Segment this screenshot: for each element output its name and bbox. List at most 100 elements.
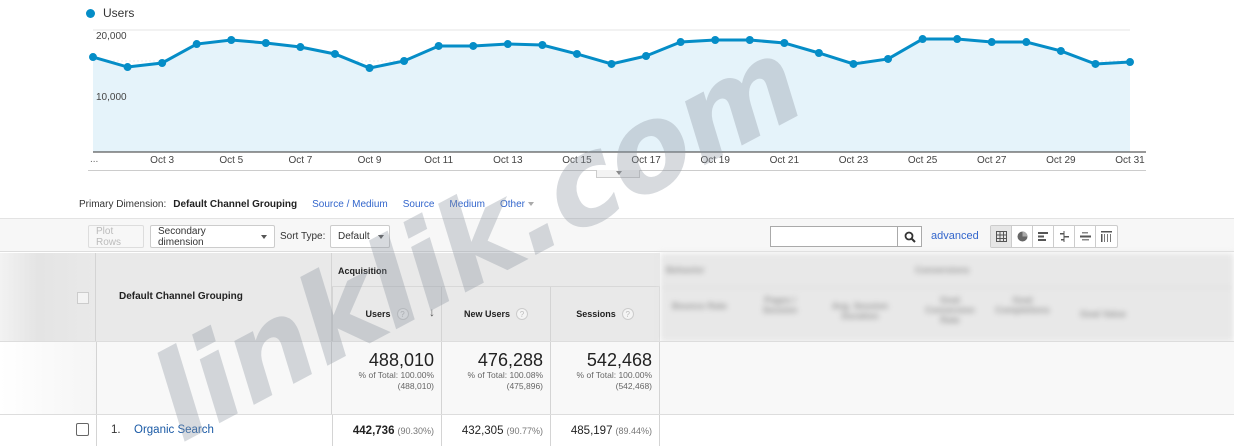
x-tick-label: Oct 7: [288, 155, 313, 166]
x-tick-label: Oct 25: [907, 155, 938, 166]
sort-type-dropdown[interactable]: Default: [330, 225, 390, 248]
data-point[interactable]: [676, 38, 685, 47]
dimension-other-dropdown[interactable]: Other: [500, 199, 535, 210]
group-header-conversions: Conversions: [915, 265, 970, 275]
performance-view-button[interactable]: [1033, 226, 1054, 247]
column-header-pages-session[interactable]: Pages / Session: [762, 295, 798, 315]
plot-rows-button[interactable]: Plot Rows: [88, 225, 144, 248]
dimension-medium[interactable]: Medium: [449, 199, 485, 210]
data-point[interactable]: [987, 38, 996, 47]
table-view-button[interactable]: [991, 226, 1012, 247]
column-header-goal-completions[interactable]: Goal Completions: [995, 295, 1050, 315]
data-point[interactable]: [918, 35, 927, 44]
x-tick-label: Oct 19: [700, 155, 730, 166]
data-point[interactable]: [780, 38, 789, 47]
total-sessions: 542,468 % of Total: 100.00% (542,468): [551, 342, 660, 415]
comparison-icon: [1059, 231, 1069, 242]
select-all-checkbox[interactable]: [77, 292, 89, 304]
table-search-input[interactable]: [770, 226, 898, 247]
data-point[interactable]: [296, 43, 305, 52]
total-absolute: (475,896): [506, 381, 543, 391]
row-sessions: 485,197 (89.44%): [551, 415, 660, 446]
pie-view-button[interactable]: [1012, 226, 1033, 247]
total-new-users: 476,288 % of Total: 100.08% (475,896): [442, 342, 551, 415]
data-point[interactable]: [538, 41, 547, 50]
row-users: 442,736 (90.30%): [332, 415, 442, 446]
data-point[interactable]: [814, 48, 823, 57]
data-point[interactable]: [434, 41, 443, 50]
row-checkbox[interactable]: [76, 423, 89, 436]
total-users: 488,010 % of Total: 100.00% (488,010): [332, 342, 442, 415]
data-point[interactable]: [572, 49, 581, 58]
column-header-avg-session-duration[interactable]: Avg. Session Duration: [831, 301, 889, 321]
data-point[interactable]: [849, 59, 858, 68]
dimension-source-medium[interactable]: Source / Medium: [312, 199, 388, 210]
data-point[interactable]: [1022, 38, 1031, 47]
column-header-new-users[interactable]: New Users ?: [442, 287, 551, 341]
cell-value: 485,197: [570, 425, 613, 437]
data-point[interactable]: [192, 40, 201, 49]
column-header-users[interactable]: Users ? ↓: [332, 287, 442, 341]
dimension-column-header[interactable]: Default Channel Grouping: [96, 253, 332, 341]
chart-collapse-handle[interactable]: [596, 170, 640, 178]
data-point[interactable]: [884, 54, 893, 63]
legend-label: Users: [103, 6, 135, 20]
x-tick-label: Oct 5: [219, 155, 244, 166]
data-point[interactable]: [227, 36, 236, 45]
grid-icon: [995, 231, 1007, 242]
data-point[interactable]: [503, 40, 512, 49]
data-point[interactable]: [330, 49, 339, 58]
secondary-dimension-dropdown[interactable]: Secondary dimension: [150, 225, 275, 248]
cell-value: 432,305: [461, 425, 504, 437]
comparison-view-button[interactable]: [1054, 226, 1075, 247]
data-point[interactable]: [123, 63, 132, 72]
data-point[interactable]: [365, 64, 374, 73]
data-point[interactable]: [711, 36, 720, 45]
x-tick-ellipsis: ...: [90, 154, 99, 165]
cell-percent: (90.30%): [397, 426, 434, 436]
users-line-chart[interactable]: [0, 0, 1234, 175]
sort-desc-arrow-icon: ↓: [429, 305, 435, 319]
column-header-sessions[interactable]: Sessions ?: [551, 287, 660, 341]
data-point[interactable]: [89, 53, 97, 62]
help-icon[interactable]: ?: [621, 308, 634, 320]
data-point[interactable]: [400, 56, 409, 65]
secondary-dimension-label: Secondary dimension: [158, 225, 206, 248]
term-cloud-view-button[interactable]: [1075, 226, 1096, 247]
pivot-view-button[interactable]: [1096, 226, 1117, 247]
data-point[interactable]: [607, 59, 616, 68]
y-tick-10000: 10,000: [96, 92, 127, 103]
data-point[interactable]: [158, 59, 167, 68]
select-all-column-header: [0, 253, 96, 341]
chevron-down-icon: [528, 202, 535, 207]
data-point[interactable]: [469, 41, 478, 50]
row-dimension-link[interactable]: Organic Search: [134, 424, 214, 436]
search-button[interactable]: [897, 226, 922, 247]
totals-dimension-cell: [96, 342, 332, 415]
help-icon[interactable]: ?: [396, 308, 409, 320]
data-point[interactable]: [1091, 59, 1100, 68]
data-point[interactable]: [1056, 46, 1065, 55]
data-point[interactable]: [953, 35, 962, 44]
data-point[interactable]: [745, 36, 754, 45]
data-point[interactable]: [642, 51, 651, 60]
dimension-source[interactable]: Source: [402, 199, 435, 210]
view-selector: [990, 225, 1118, 248]
column-header-goal-conversion-rate[interactable]: Goal Conversion Rate: [925, 295, 975, 325]
chevron-down-icon: [261, 234, 267, 239]
advanced-filter-link[interactable]: advanced: [931, 230, 979, 242]
row-new-users: 432,305 (90.77%): [442, 415, 551, 446]
column-header-goal-value[interactable]: Goal Value: [1080, 309, 1127, 319]
y-tick-20000: 20,000: [96, 31, 127, 42]
cell-percent: (89.44%): [615, 426, 652, 436]
x-tick-label: Oct 23: [838, 155, 869, 166]
chart-legend[interactable]: Users: [86, 6, 134, 20]
help-icon[interactable]: ?: [516, 308, 529, 320]
cell-percent: (90.77%): [506, 426, 543, 436]
data-point[interactable]: [261, 38, 270, 47]
data-point[interactable]: [1126, 58, 1134, 67]
column-header-bounce-rate[interactable]: Bounce Rate: [672, 301, 728, 311]
pivot-icon: [1101, 231, 1112, 242]
x-tick-label: Oct 11: [424, 155, 454, 166]
